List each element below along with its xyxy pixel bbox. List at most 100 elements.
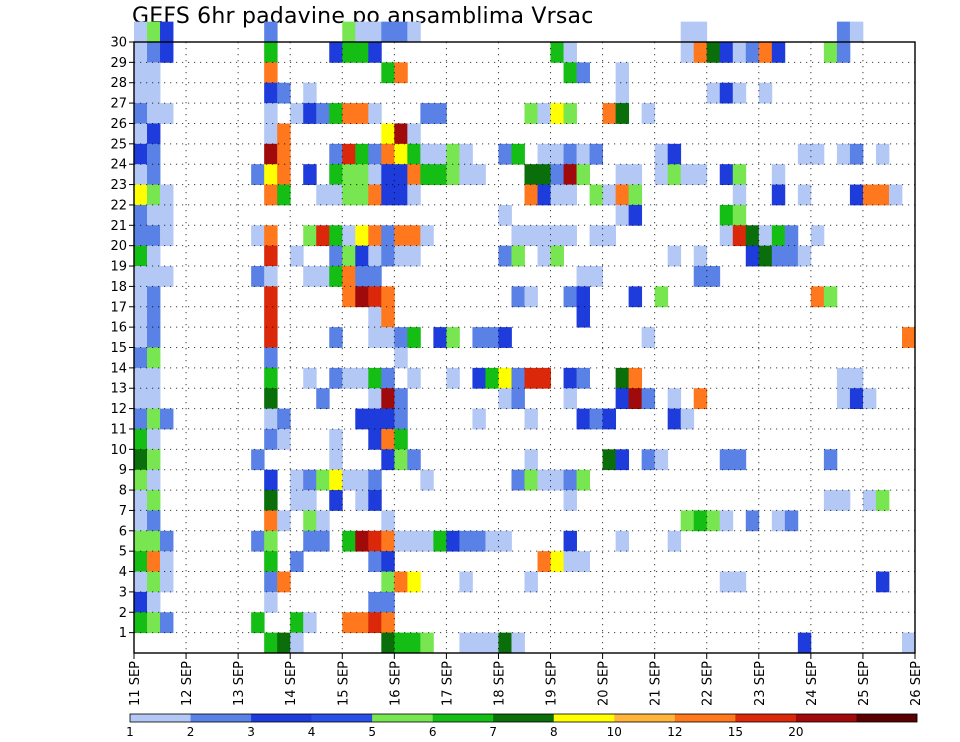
heatmap-cell (563, 103, 577, 124)
heatmap-cell (316, 103, 330, 124)
heatmap-cell (797, 184, 812, 206)
heatmap-cell (134, 571, 148, 593)
heatmap-cell (134, 204, 148, 226)
heatmap-cell (355, 469, 369, 491)
colorbar-swatch (372, 714, 433, 722)
heatmap-cell (381, 591, 395, 613)
heatmap-cell (316, 225, 330, 247)
heatmap-cell (147, 204, 161, 226)
heatmap-cell (147, 591, 161, 613)
heatmap-cell (147, 469, 161, 491)
heatmap-cell (316, 530, 330, 552)
heatmap-cell (602, 449, 617, 471)
heatmap-cell (277, 184, 291, 206)
heatmap-cell (654, 143, 669, 165)
colorbar-swatch (311, 714, 373, 722)
heatmap-cell (264, 184, 278, 206)
heatmap-cell (628, 388, 643, 409)
heatmap-cell (147, 103, 161, 124)
heatmap-cell (147, 164, 161, 185)
heatmap-cell (290, 469, 304, 491)
y-tick-label: 10 (110, 443, 127, 458)
heatmap-cell (784, 245, 799, 267)
heatmap-cell (394, 184, 408, 206)
heatmap-cell (420, 164, 434, 185)
heatmap-cell (264, 327, 278, 348)
y-tick-label: 23 (110, 178, 127, 193)
heatmap-cell (134, 327, 148, 348)
heatmap-cell (316, 510, 330, 532)
heatmap-cell (290, 551, 304, 572)
heatmap-cell (277, 143, 291, 165)
heatmap-cell (420, 143, 434, 165)
colorbar-label: 6 (429, 725, 437, 739)
heatmap-cell (147, 490, 161, 511)
heatmap-cell (394, 530, 408, 552)
heatmap-cell (355, 225, 369, 247)
heatmap-cell (134, 123, 148, 145)
heatmap-cell (836, 367, 851, 389)
y-tick-label: 4 (119, 565, 127, 580)
heatmap-cell (732, 42, 747, 63)
heatmap-cell (355, 143, 369, 165)
heatmap-cell (303, 612, 317, 634)
heatmap-cell (563, 42, 577, 63)
heatmap-cell (563, 184, 577, 206)
x-tick-label: 13 SEP (232, 661, 247, 706)
colorbar-swatch (251, 714, 312, 722)
heatmap-cell (147, 245, 161, 267)
heatmap-cell (264, 347, 278, 369)
heatmap-cell (329, 428, 343, 450)
heatmap-cell (329, 367, 343, 389)
heatmap-cell (667, 408, 682, 430)
heatmap-cell (680, 408, 695, 430)
heatmap-cell (264, 286, 278, 308)
heatmap-cell (485, 632, 499, 654)
heatmap-cell (524, 164, 538, 185)
heatmap-cell (563, 388, 577, 409)
heatmap-cell (407, 367, 421, 389)
heatmap-cell (381, 123, 395, 145)
heatmap-cell (160, 42, 174, 63)
heatmap-cell (134, 490, 148, 511)
heatmap-cell (576, 408, 590, 430)
heatmap-cell (732, 82, 747, 104)
heatmap-cell (329, 469, 343, 491)
heatmap-cell (563, 367, 577, 389)
heatmap-cell (381, 408, 395, 430)
colorbar-swatch (130, 714, 191, 722)
heatmap-cell (576, 306, 590, 328)
heatmap-cell (615, 103, 630, 124)
heatmap-cell (147, 367, 161, 389)
heatmap-cell (394, 347, 408, 369)
heatmap-cell (134, 306, 148, 328)
heatmap-cell (407, 123, 421, 145)
heatmap-cell (355, 42, 369, 63)
heatmap-cell (407, 225, 421, 247)
heatmap-cell (147, 510, 161, 532)
heatmap-cell (771, 245, 786, 267)
heatmap-cell (147, 82, 161, 104)
heatmap-cell (693, 245, 708, 267)
heatmap-cell (693, 21, 708, 43)
heatmap-cell (147, 143, 161, 165)
heatmap-cell (277, 82, 291, 104)
heatmap-cell (134, 388, 148, 409)
heatmap-cell (368, 388, 382, 409)
heatmap-cell (537, 164, 551, 185)
heatmap-cell (407, 571, 421, 593)
heatmap-cell (550, 245, 564, 267)
heatmap-cell (550, 225, 564, 247)
heatmap-cell (342, 21, 356, 43)
heatmap-cell (472, 327, 486, 348)
heatmap-cell (381, 286, 395, 308)
heatmap-cell (758, 82, 773, 104)
heatmap-cell (498, 143, 512, 165)
heatmap-cell (251, 225, 265, 247)
heatmap-cell (771, 510, 786, 532)
heatmap-cell (719, 510, 734, 532)
heatmap-cell (147, 408, 161, 430)
heatmap-cells (134, 21, 916, 654)
heatmap-cell (771, 225, 786, 247)
heatmap-cell (134, 469, 148, 491)
